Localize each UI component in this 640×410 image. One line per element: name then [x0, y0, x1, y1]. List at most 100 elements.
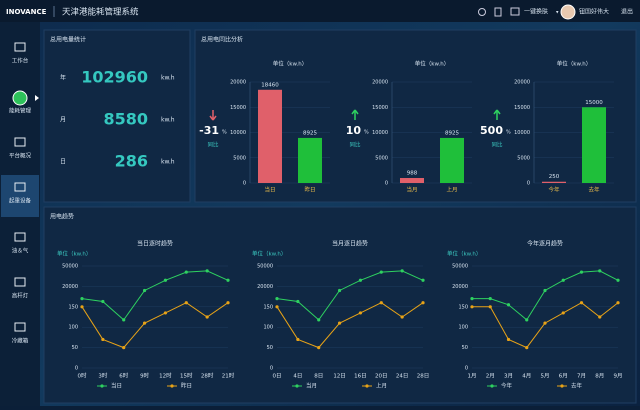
- x-tick-label: 16日: [354, 373, 367, 380]
- x-tick-label: 20日: [375, 373, 388, 380]
- doc-icon[interactable]: [494, 7, 502, 17]
- nav-icon[interactable]: [14, 322, 26, 332]
- bell-icon[interactable]: [478, 8, 486, 16]
- legend-marker: [365, 384, 369, 388]
- legend-marker: [560, 384, 564, 388]
- x-tick-label: 8月: [595, 373, 604, 380]
- y-tick-label: 50: [267, 345, 273, 351]
- row-label: 年: [60, 74, 66, 82]
- nav-arrow: [35, 95, 39, 101]
- x-tick-label: 3时: [98, 372, 107, 380]
- x-tick-label: 4日: [293, 373, 302, 380]
- x-tick-label: 12时: [159, 372, 172, 380]
- unit-label: 单位（kw.h）: [415, 60, 449, 68]
- point: [80, 305, 84, 309]
- x-tick-label: 0时: [78, 372, 87, 380]
- skin-icon[interactable]: [510, 7, 520, 16]
- x-tick-label: 当日: [264, 186, 275, 194]
- y-tick-label: 100: [263, 325, 273, 331]
- point: [163, 278, 168, 282]
- point: [470, 305, 474, 309]
- nav-icon[interactable]: [14, 137, 26, 147]
- point: [142, 288, 147, 293]
- x-tick-label: 1月: [468, 373, 477, 380]
- point: [598, 315, 602, 319]
- y-tick-label: 0: [527, 181, 530, 187]
- data-label: 988: [407, 171, 418, 177]
- nav-label[interactable]: 起重设备: [9, 197, 32, 205]
- point: [226, 301, 230, 305]
- x-tick-label: 28日: [417, 373, 430, 380]
- point: [358, 278, 363, 282]
- y-tick-label: 50: [462, 345, 468, 351]
- chart-title: 今年逐月趋势: [527, 240, 563, 248]
- point: [616, 278, 620, 282]
- y-tick-label: 50: [72, 345, 78, 351]
- panel: [43, 29, 191, 203]
- trend-arrow: [351, 109, 359, 120]
- total-value: 286: [115, 152, 148, 171]
- line: [276, 302, 424, 349]
- point: [598, 269, 602, 273]
- panel-title: 用电趋势: [50, 213, 74, 221]
- skin-button[interactable]: 一键换肤: [524, 8, 548, 16]
- point: [400, 315, 404, 319]
- legend-label: 去年: [571, 382, 583, 390]
- system-title: 天津港能耗管理系统: [62, 7, 139, 18]
- x-tick-label: 4月: [522, 373, 531, 380]
- user-name[interactable]: 钮国好伟大: [579, 8, 609, 16]
- nav-label[interactable]: 油＆气: [12, 247, 29, 255]
- legend-marker: [170, 384, 174, 388]
- point: [470, 297, 474, 301]
- point: [525, 318, 529, 322]
- y-tick-label: 15000: [372, 105, 388, 111]
- change-value: 10: [346, 124, 362, 137]
- chart-title: 当月逐日趋势: [332, 240, 368, 248]
- point: [163, 311, 168, 315]
- logout[interactable]: 退出: [621, 8, 633, 16]
- y-tick-label: 20000: [257, 284, 273, 290]
- nav-icon[interactable]: [12, 90, 28, 106]
- nav-label[interactable]: 冷藏箱: [12, 337, 29, 345]
- point: [561, 311, 565, 315]
- legend-label: 当日: [111, 382, 122, 390]
- y-tick-label: 150: [458, 304, 468, 310]
- point: [421, 301, 425, 305]
- nav-label[interactable]: 工作台: [12, 57, 29, 65]
- legend-label: 上月: [376, 382, 387, 390]
- nav-label[interactable]: 平台概况: [9, 152, 32, 160]
- point: [561, 278, 565, 282]
- point: [101, 299, 105, 304]
- trend-arrow: [493, 109, 501, 120]
- nav-icon[interactable]: [14, 232, 26, 242]
- data-label: 15000: [585, 100, 603, 106]
- nav-icon[interactable]: [14, 277, 26, 287]
- y-tick-label: 50000: [62, 264, 78, 270]
- change-value: -31: [199, 124, 219, 137]
- caret: ▾: [556, 10, 559, 16]
- point: [80, 297, 84, 301]
- nav-label[interactable]: 能耗管理: [9, 107, 32, 115]
- x-tick-label: 5月: [541, 373, 550, 380]
- y-tick-label: 150: [68, 304, 78, 310]
- line: [276, 270, 424, 321]
- x-tick-label: 21时: [222, 372, 235, 380]
- x-tick-label: 9时: [140, 372, 149, 380]
- nav-icon[interactable]: [14, 42, 26, 52]
- point: [205, 315, 209, 319]
- x-tick-label: 6月: [559, 373, 568, 380]
- point: [543, 321, 547, 325]
- x-tick-label: 28时: [201, 372, 214, 380]
- point: [488, 297, 492, 301]
- avatar[interactable]: [560, 4, 576, 20]
- nav-label[interactable]: 高杆灯: [12, 292, 29, 300]
- point: [543, 288, 547, 293]
- x-tick-label: 7月: [577, 373, 586, 380]
- point: [506, 303, 511, 307]
- bar: [542, 181, 566, 183]
- y-tick-label: 10000: [514, 130, 530, 136]
- change-unit: %: [506, 130, 511, 136]
- x-tick-label: 8日: [314, 373, 323, 380]
- nav-icon[interactable]: [14, 182, 26, 192]
